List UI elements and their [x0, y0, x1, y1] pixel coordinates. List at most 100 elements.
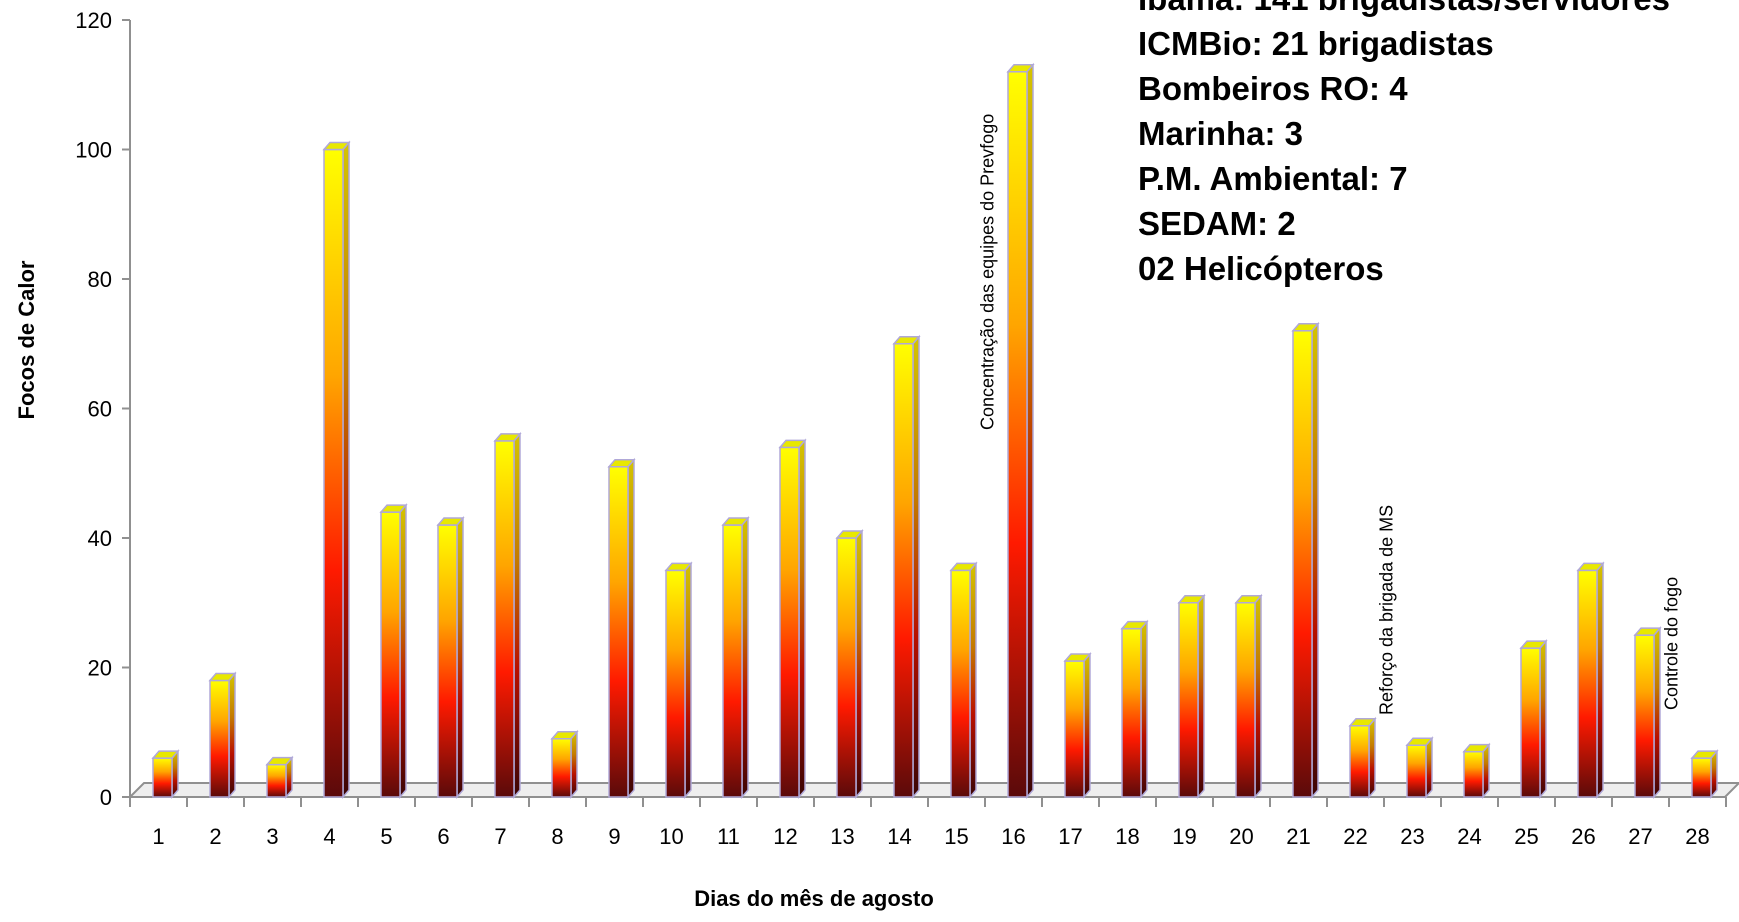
- x-tick-label: 8: [551, 824, 563, 849]
- bar-side: [1539, 639, 1547, 800]
- bar-8: [550, 729, 579, 800]
- bar-19: [1177, 593, 1206, 800]
- y-tick-label: 80: [88, 267, 112, 292]
- x-tick-label: 2: [209, 824, 221, 849]
- bar-23: [1405, 736, 1434, 800]
- x-tick-label: 6: [437, 824, 449, 849]
- bar-26: [1576, 561, 1605, 800]
- bar-side: [1140, 619, 1148, 800]
- bar-top: [1405, 737, 1434, 746]
- bar-17: [1063, 651, 1092, 800]
- bar-side: [1596, 561, 1604, 800]
- y-axis-title: Focos de Calor: [14, 260, 39, 419]
- bar-top: [208, 672, 237, 682]
- bar-top: [1006, 64, 1035, 73]
- bar-top: [1519, 640, 1548, 649]
- bar-side: [1425, 736, 1433, 800]
- bar-front: [1577, 569, 1598, 798]
- bar-side: [969, 561, 977, 800]
- x-tick-label: 4: [323, 824, 335, 849]
- bar-top: [664, 562, 693, 572]
- bar-10: [664, 561, 693, 800]
- bar-side: [798, 438, 806, 800]
- bar-14: [892, 334, 921, 800]
- annotation-label: Concentração das equipes do Prevfogo: [978, 114, 998, 430]
- bar-front: [1349, 725, 1370, 798]
- info-line: SEDAM: 2: [1138, 205, 1296, 242]
- x-tick-label: 17: [1058, 824, 1082, 849]
- y-tick-label: 40: [88, 526, 112, 551]
- bar-top: [835, 530, 864, 539]
- bar-front: [1064, 660, 1085, 798]
- bar-side: [741, 516, 749, 800]
- bar-9: [607, 457, 636, 800]
- bar-front: [1520, 647, 1541, 798]
- bar-21: [1291, 321, 1320, 800]
- bar-top: [778, 439, 807, 449]
- bar-front: [437, 524, 458, 798]
- bar-top: [721, 517, 750, 526]
- bar-side: [1083, 651, 1091, 800]
- bar-side: [1653, 626, 1661, 800]
- x-tick-labels: 1 2 3 4 5 6 7 8 9 10 11 12 13 14 15 16 17 18 19 20 21 22 23 24 2…: [152, 824, 1709, 849]
- bar-side: [1368, 716, 1376, 800]
- bar-top: [949, 562, 978, 572]
- bar-front: [722, 524, 743, 798]
- info-box: Ibama: 141 brigadistas/servidores ICMBio:…: [1138, 0, 1670, 287]
- info-line: Bombeiros RO: 4: [1138, 70, 1408, 107]
- bar-side: [1482, 742, 1490, 800]
- bar-front: [209, 679, 230, 798]
- x-tick-label: 3: [266, 824, 278, 849]
- bar-top: [892, 336, 921, 345]
- bar-front: [323, 148, 344, 798]
- bar-front: [779, 446, 800, 798]
- bar-16: [1006, 62, 1035, 800]
- bar-front: [1178, 602, 1199, 798]
- bar-top: [1291, 323, 1320, 332]
- bar-side: [513, 431, 521, 800]
- annotation-label: Reforço da brigada de MS: [1377, 505, 1397, 715]
- x-tick-label: 28: [1685, 824, 1709, 849]
- bar-side: [342, 140, 350, 800]
- bar-4: [322, 140, 351, 800]
- x-tick-label: 10: [659, 824, 683, 849]
- bar-front: [608, 466, 629, 798]
- bar-front: [1292, 330, 1313, 798]
- x-tick-label: 22: [1343, 824, 1367, 849]
- x-tick-label: 7: [494, 824, 506, 849]
- x-tick-label: 25: [1514, 824, 1538, 849]
- bar-front: [665, 569, 686, 798]
- bar-front: [266, 763, 287, 798]
- x-tick-label: 21: [1286, 824, 1310, 849]
- bar-side: [684, 561, 692, 800]
- bar-front: [1463, 750, 1484, 798]
- bar-top: [1348, 718, 1377, 727]
- bar-top: [151, 750, 180, 759]
- bar-side: [1197, 593, 1205, 800]
- bar-top: [379, 504, 408, 513]
- bar-18: [1120, 619, 1149, 800]
- bar-6: [436, 516, 465, 800]
- bar-28: [1690, 749, 1719, 800]
- info-line: ICMBio: 21 brigadistas: [1138, 25, 1494, 62]
- x-tick-label: 5: [380, 824, 392, 849]
- x-tick-label: 12: [773, 824, 797, 849]
- bar-front: [1007, 71, 1028, 798]
- y-tick-label: 60: [88, 397, 112, 422]
- bar-top: [1690, 750, 1719, 759]
- bar-top: [1234, 595, 1263, 604]
- bar-20: [1234, 593, 1263, 800]
- x-tick-label: 18: [1115, 824, 1139, 849]
- y-tick-label: 120: [75, 8, 112, 33]
- bar-top: [493, 433, 522, 442]
- x-tick-label: 14: [887, 824, 911, 849]
- bars: [151, 62, 1719, 800]
- bar-11: [721, 516, 750, 800]
- bar-front: [152, 757, 173, 798]
- bar-7: [493, 431, 522, 800]
- bar-side: [1254, 593, 1262, 800]
- y-tick-label: 20: [88, 656, 112, 681]
- info-line: P.M. Ambiental: 7: [1138, 160, 1408, 197]
- bar-top: [550, 730, 579, 740]
